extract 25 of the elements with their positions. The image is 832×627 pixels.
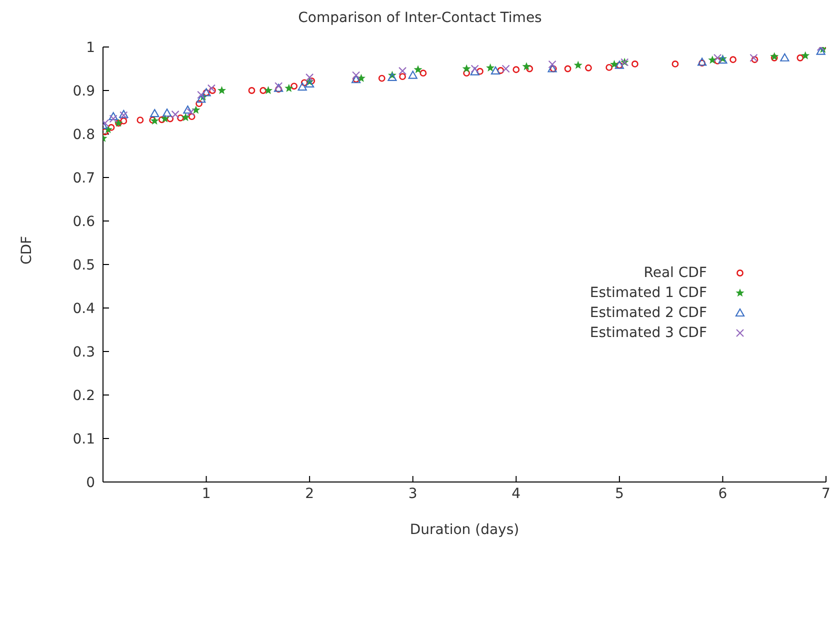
x-axis-title: Duration (days) [410, 522, 520, 538]
y-tick-label: 0.3 [72, 344, 95, 360]
y-tick-label: 0.5 [72, 257, 95, 274]
y-tick-label: 0.1 [72, 431, 95, 448]
x-tick-label: 2 [305, 486, 314, 502]
x-tick-label: 6 [718, 486, 728, 502]
x-tick-label: 7 [822, 486, 830, 502]
legend-label: Estimated 1 CDF [590, 285, 707, 301]
legend-label: Estimated 2 CDF [590, 305, 707, 321]
y-tick-label: 0.7 [72, 170, 95, 186]
chart-title: Comparison of Inter-Contact Times [297, 10, 543, 26]
y-tick-label: 0.2 [72, 388, 95, 404]
legend-label: Estimated 3 CDF [590, 325, 707, 341]
x-tick-label: 3 [408, 486, 418, 502]
y-tick-label: 1 [86, 40, 95, 56]
y-tick-label: 0 [86, 474, 95, 491]
x-tick-label: 5 [614, 486, 624, 502]
x-tick-label: 1 [202, 486, 211, 502]
y-tick-label: 0.6 [72, 214, 96, 230]
y-tick-label: 0.9 [72, 83, 95, 100]
y-tick-label: 0.4 [72, 300, 96, 317]
legend-label: Real CDF [644, 265, 707, 281]
y-axis-title: CDF [18, 236, 35, 264]
y-tick-label: 0.8 [72, 126, 95, 143]
x-tick-label: 4 [512, 486, 521, 502]
